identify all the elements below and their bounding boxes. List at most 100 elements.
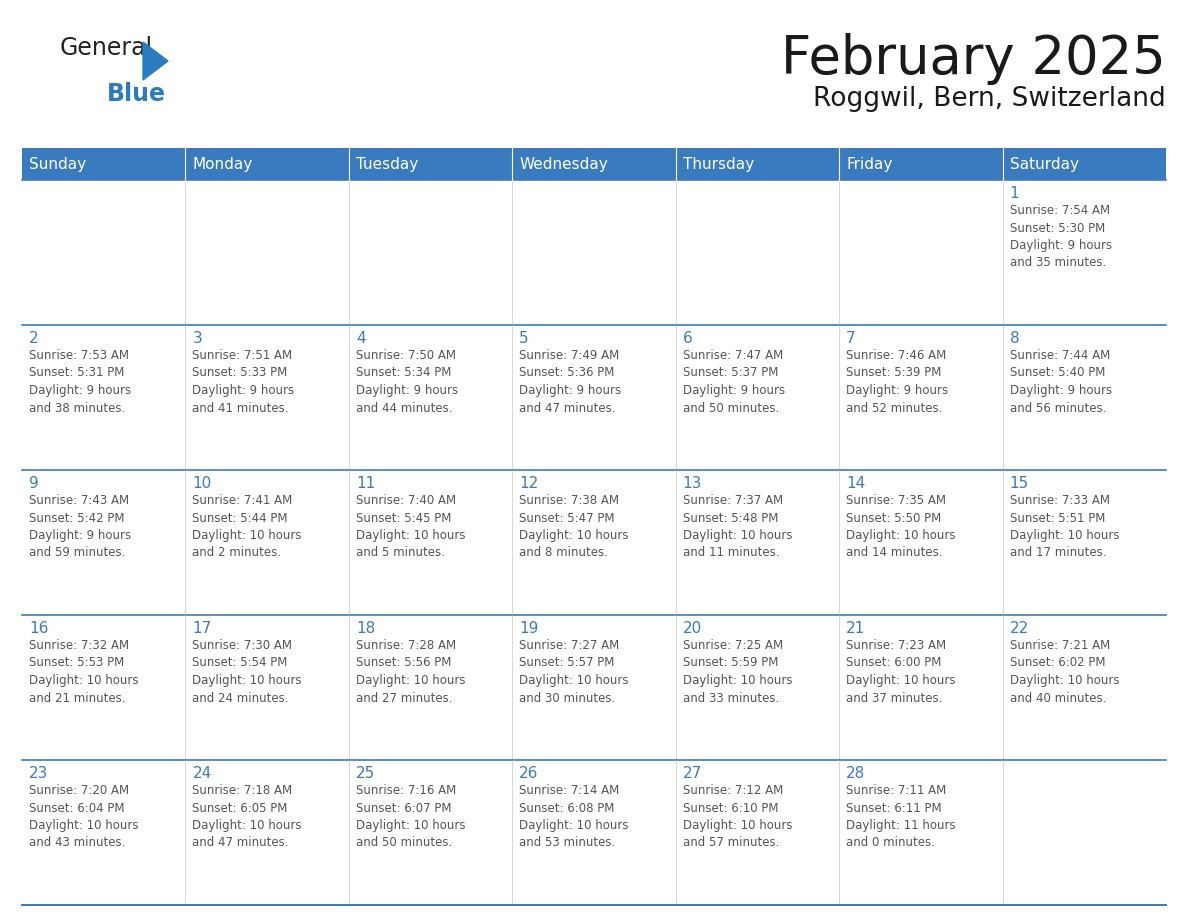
Bar	[1003, 180, 1165, 325]
Text: Sunrise: 7:18 AM
Sunset: 6:05 PM
Daylight: 10 hours
and 47 minutes.: Sunrise: 7:18 AM Sunset: 6:05 PM Dayligh…	[192, 784, 302, 849]
Text: Sunrise: 7:38 AM
Sunset: 5:47 PM
Daylight: 10 hours
and 8 minutes.: Sunrise: 7:38 AM Sunset: 5:47 PM Dayligh…	[519, 494, 628, 559]
Bar	[512, 470, 676, 615]
Text: Sunrise: 7:51 AM
Sunset: 5:33 PM
Daylight: 9 hours
and 41 minutes.: Sunrise: 7:51 AM Sunset: 5:33 PM Dayligh…	[192, 349, 295, 415]
Bar	[676, 470, 839, 615]
Text: Tuesday: Tuesday	[356, 156, 418, 172]
Text: February 2025: February 2025	[782, 33, 1165, 85]
Bar	[185, 760, 349, 905]
Text: Sunrise: 7:49 AM
Sunset: 5:36 PM
Daylight: 9 hours
and 47 minutes.: Sunrise: 7:49 AM Sunset: 5:36 PM Dayligh…	[519, 349, 621, 415]
Text: 3: 3	[192, 331, 202, 346]
Text: Sunrise: 7:32 AM
Sunset: 5:53 PM
Daylight: 10 hours
and 21 minutes.: Sunrise: 7:32 AM Sunset: 5:53 PM Dayligh…	[29, 639, 139, 704]
Bar	[676, 180, 839, 325]
Text: 17: 17	[192, 621, 211, 636]
Text: General: General	[61, 36, 153, 60]
Bar	[839, 615, 1003, 760]
Text: Roggwil, Bern, Switzerland: Roggwil, Bern, Switzerland	[814, 86, 1165, 112]
Text: 7: 7	[846, 331, 855, 346]
Text: Sunrise: 7:50 AM
Sunset: 5:34 PM
Daylight: 9 hours
and 44 minutes.: Sunrise: 7:50 AM Sunset: 5:34 PM Dayligh…	[356, 349, 459, 415]
Text: 28: 28	[846, 766, 865, 781]
Bar	[676, 325, 839, 470]
Text: 1: 1	[1010, 186, 1019, 201]
Bar	[1003, 470, 1165, 615]
Text: Sunday: Sunday	[29, 156, 86, 172]
Text: Sunrise: 7:25 AM
Sunset: 5:59 PM
Daylight: 10 hours
and 33 minutes.: Sunrise: 7:25 AM Sunset: 5:59 PM Dayligh…	[683, 639, 792, 704]
Bar	[349, 325, 512, 470]
Text: 25: 25	[356, 766, 375, 781]
Text: Sunrise: 7:16 AM
Sunset: 6:07 PM
Daylight: 10 hours
and 50 minutes.: Sunrise: 7:16 AM Sunset: 6:07 PM Dayligh…	[356, 784, 466, 849]
Text: 9: 9	[29, 476, 39, 491]
Bar	[185, 325, 349, 470]
Text: Sunrise: 7:54 AM
Sunset: 5:30 PM
Daylight: 9 hours
and 35 minutes.: Sunrise: 7:54 AM Sunset: 5:30 PM Dayligh…	[1010, 204, 1112, 270]
Text: Sunrise: 7:21 AM
Sunset: 6:02 PM
Daylight: 10 hours
and 40 minutes.: Sunrise: 7:21 AM Sunset: 6:02 PM Dayligh…	[1010, 639, 1119, 704]
Text: Sunrise: 7:46 AM
Sunset: 5:39 PM
Daylight: 9 hours
and 52 minutes.: Sunrise: 7:46 AM Sunset: 5:39 PM Dayligh…	[846, 349, 948, 415]
Polygon shape	[143, 42, 168, 80]
Text: Sunrise: 7:11 AM
Sunset: 6:11 PM
Daylight: 11 hours
and 0 minutes.: Sunrise: 7:11 AM Sunset: 6:11 PM Dayligh…	[846, 784, 956, 849]
Bar	[1003, 615, 1165, 760]
Bar	[512, 325, 676, 470]
Text: Sunrise: 7:23 AM
Sunset: 6:00 PM
Daylight: 10 hours
and 37 minutes.: Sunrise: 7:23 AM Sunset: 6:00 PM Dayligh…	[846, 639, 955, 704]
Bar	[512, 615, 676, 760]
Text: 20: 20	[683, 621, 702, 636]
Text: Sunrise: 7:20 AM
Sunset: 6:04 PM
Daylight: 10 hours
and 43 minutes.: Sunrise: 7:20 AM Sunset: 6:04 PM Dayligh…	[29, 784, 139, 849]
Text: 6: 6	[683, 331, 693, 346]
Text: 10: 10	[192, 476, 211, 491]
Text: 26: 26	[519, 766, 538, 781]
Text: 4: 4	[356, 331, 366, 346]
Text: Sunrise: 7:43 AM
Sunset: 5:42 PM
Daylight: 9 hours
and 59 minutes.: Sunrise: 7:43 AM Sunset: 5:42 PM Dayligh…	[29, 494, 131, 559]
Text: 22: 22	[1010, 621, 1029, 636]
Bar	[185, 180, 349, 325]
Bar	[23, 470, 185, 615]
Text: Monday: Monday	[192, 156, 253, 172]
Bar	[839, 760, 1003, 905]
Bar	[23, 760, 185, 905]
Text: 18: 18	[356, 621, 375, 636]
Text: Sunrise: 7:12 AM
Sunset: 6:10 PM
Daylight: 10 hours
and 57 minutes.: Sunrise: 7:12 AM Sunset: 6:10 PM Dayligh…	[683, 784, 792, 849]
Text: 12: 12	[519, 476, 538, 491]
Text: Sunrise: 7:33 AM
Sunset: 5:51 PM
Daylight: 10 hours
and 17 minutes.: Sunrise: 7:33 AM Sunset: 5:51 PM Dayligh…	[1010, 494, 1119, 559]
Bar	[839, 325, 1003, 470]
Text: Sunrise: 7:41 AM
Sunset: 5:44 PM
Daylight: 10 hours
and 2 minutes.: Sunrise: 7:41 AM Sunset: 5:44 PM Dayligh…	[192, 494, 302, 559]
Text: Wednesday: Wednesday	[519, 156, 608, 172]
Text: Sunrise: 7:35 AM
Sunset: 5:50 PM
Daylight: 10 hours
and 14 minutes.: Sunrise: 7:35 AM Sunset: 5:50 PM Dayligh…	[846, 494, 955, 559]
Text: 19: 19	[519, 621, 538, 636]
Bar	[839, 180, 1003, 325]
Text: Sunrise: 7:47 AM
Sunset: 5:37 PM
Daylight: 9 hours
and 50 minutes.: Sunrise: 7:47 AM Sunset: 5:37 PM Dayligh…	[683, 349, 785, 415]
Text: 2: 2	[29, 331, 39, 346]
Text: 21: 21	[846, 621, 865, 636]
Text: Thursday: Thursday	[683, 156, 754, 172]
Bar	[349, 470, 512, 615]
Text: Sunrise: 7:37 AM
Sunset: 5:48 PM
Daylight: 10 hours
and 11 minutes.: Sunrise: 7:37 AM Sunset: 5:48 PM Dayligh…	[683, 494, 792, 559]
Text: 24: 24	[192, 766, 211, 781]
Text: Sunrise: 7:27 AM
Sunset: 5:57 PM
Daylight: 10 hours
and 30 minutes.: Sunrise: 7:27 AM Sunset: 5:57 PM Dayligh…	[519, 639, 628, 704]
Text: Sunrise: 7:44 AM
Sunset: 5:40 PM
Daylight: 9 hours
and 56 minutes.: Sunrise: 7:44 AM Sunset: 5:40 PM Dayligh…	[1010, 349, 1112, 415]
Text: 16: 16	[29, 621, 49, 636]
Text: 13: 13	[683, 476, 702, 491]
Bar	[23, 615, 185, 760]
Bar	[349, 760, 512, 905]
Text: 27: 27	[683, 766, 702, 781]
Bar	[23, 180, 185, 325]
Bar	[1003, 325, 1165, 470]
Bar	[512, 180, 676, 325]
Bar	[1003, 760, 1165, 905]
Bar	[349, 180, 512, 325]
Text: 8: 8	[1010, 331, 1019, 346]
Bar	[23, 325, 185, 470]
Bar	[676, 615, 839, 760]
Text: Blue: Blue	[107, 82, 166, 106]
Text: Sunrise: 7:14 AM
Sunset: 6:08 PM
Daylight: 10 hours
and 53 minutes.: Sunrise: 7:14 AM Sunset: 6:08 PM Dayligh…	[519, 784, 628, 849]
Bar	[185, 470, 349, 615]
Text: 15: 15	[1010, 476, 1029, 491]
Text: Friday: Friday	[846, 156, 892, 172]
Bar	[185, 615, 349, 760]
Bar	[23, 148, 1165, 180]
Text: 23: 23	[29, 766, 49, 781]
Text: Sunrise: 7:30 AM
Sunset: 5:54 PM
Daylight: 10 hours
and 24 minutes.: Sunrise: 7:30 AM Sunset: 5:54 PM Dayligh…	[192, 639, 302, 704]
Text: Sunrise: 7:40 AM
Sunset: 5:45 PM
Daylight: 10 hours
and 5 minutes.: Sunrise: 7:40 AM Sunset: 5:45 PM Dayligh…	[356, 494, 466, 559]
Bar	[839, 470, 1003, 615]
Text: 14: 14	[846, 476, 865, 491]
Bar	[349, 615, 512, 760]
Text: 5: 5	[519, 331, 529, 346]
Text: Sunrise: 7:28 AM
Sunset: 5:56 PM
Daylight: 10 hours
and 27 minutes.: Sunrise: 7:28 AM Sunset: 5:56 PM Dayligh…	[356, 639, 466, 704]
Text: 11: 11	[356, 476, 375, 491]
